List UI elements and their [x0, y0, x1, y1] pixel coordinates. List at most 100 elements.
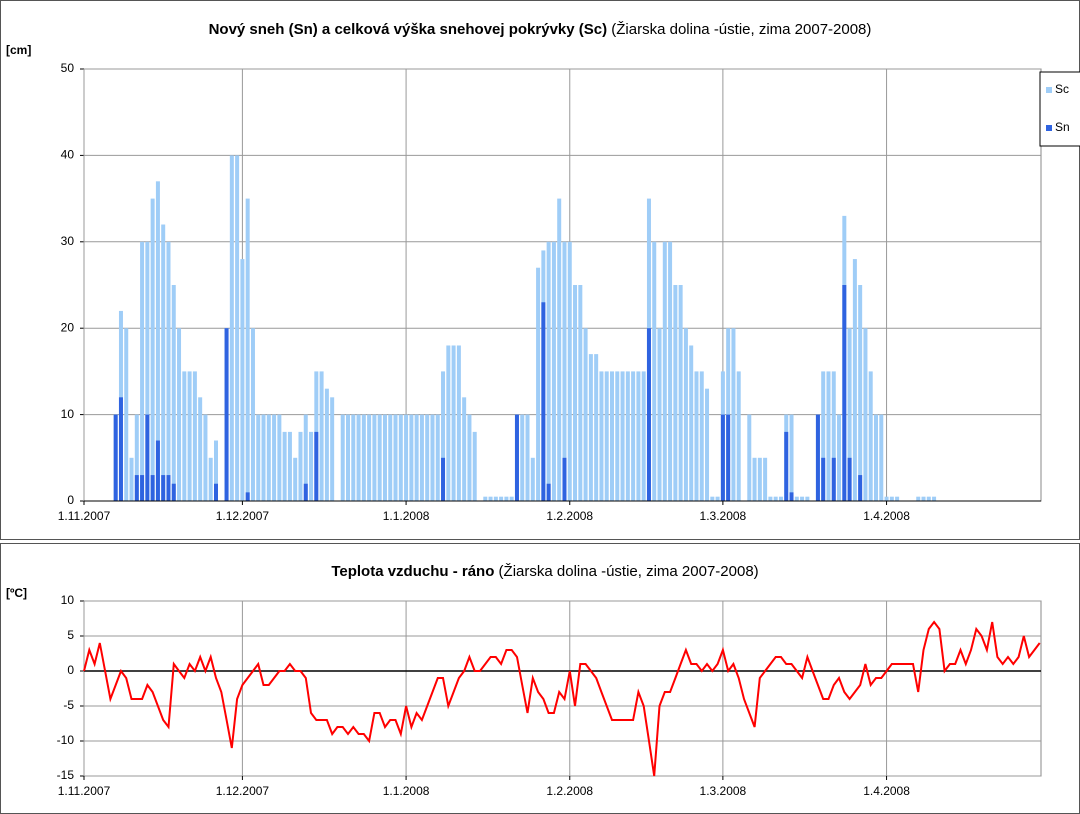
- bar: [214, 440, 218, 501]
- bar: [620, 371, 625, 501]
- y-tick-label: 0: [67, 663, 74, 677]
- legend-swatch: [1046, 125, 1052, 131]
- bar: [351, 414, 356, 501]
- bar: [393, 414, 398, 501]
- bar: [472, 431, 477, 501]
- bar: [155, 181, 160, 501]
- y-tick-label: -5: [63, 698, 74, 712]
- bar: [652, 241, 657, 502]
- y-axis-label: [cm]: [6, 43, 31, 57]
- bar: [129, 457, 134, 501]
- y-tick-label: 40: [61, 148, 75, 162]
- bar: [646, 328, 651, 501]
- bar: [171, 285, 176, 501]
- bar: [720, 414, 725, 501]
- bar: [573, 285, 578, 501]
- y-tick-label: 10: [61, 593, 75, 607]
- bar: [784, 431, 789, 501]
- bar: [631, 371, 636, 501]
- bar: [768, 496, 773, 501]
- x-tick-label: 1.3.2008: [700, 509, 747, 523]
- bar: [879, 414, 884, 501]
- bar: [367, 414, 372, 501]
- bar: [895, 496, 900, 501]
- bar: [599, 371, 604, 501]
- bar: [303, 483, 308, 501]
- bar: [689, 345, 694, 501]
- title-main: Teplota vzduchu - ráno: [331, 563, 494, 580]
- bar: [636, 371, 641, 501]
- bar: [245, 198, 250, 501]
- bar: [520, 414, 525, 501]
- bar: [641, 371, 646, 501]
- bar: [145, 241, 150, 502]
- bar: [847, 457, 852, 501]
- bar: [868, 371, 873, 501]
- bar: [208, 457, 213, 501]
- bar: [678, 285, 683, 501]
- bar: [789, 414, 794, 501]
- bar: [715, 496, 720, 501]
- bar: [826, 371, 831, 501]
- bar: [150, 475, 155, 501]
- bar: [161, 475, 166, 501]
- bar: [794, 496, 799, 501]
- bar: [382, 414, 387, 501]
- bar: [567, 241, 572, 502]
- bar: [821, 457, 826, 501]
- bar: [451, 345, 456, 501]
- bar: [483, 496, 488, 501]
- bar: [541, 302, 546, 501]
- bar: [245, 492, 250, 501]
- bar: [562, 457, 567, 501]
- bar: [177, 328, 182, 501]
- bar: [562, 241, 567, 502]
- x-tick-label: 1.12.2007: [216, 509, 270, 523]
- bar: [145, 414, 150, 501]
- bar: [694, 371, 699, 501]
- bar: [932, 496, 937, 501]
- bar: [546, 483, 551, 501]
- bar: [287, 431, 292, 501]
- legend-label: Sc: [1055, 82, 1069, 96]
- bar: [578, 285, 583, 501]
- bar: [916, 496, 921, 501]
- legend-label: Sn: [1055, 120, 1070, 134]
- bar: [166, 475, 171, 501]
- bar: [293, 457, 298, 501]
- bar: [192, 371, 197, 501]
- bar: [736, 371, 741, 501]
- bar: [673, 285, 678, 501]
- bar: [926, 496, 931, 501]
- title-main: Nový sneh (Sn) a celková výška snehovej …: [209, 21, 608, 38]
- bar: [356, 414, 361, 501]
- plot-area: [83, 600, 1042, 777]
- y-axis-label: [ºC]: [6, 586, 27, 600]
- bar: [398, 414, 403, 501]
- bar: [134, 414, 139, 501]
- bar: [124, 328, 129, 501]
- bar: [462, 397, 467, 501]
- bar: [113, 414, 118, 501]
- bar: [837, 414, 842, 501]
- bar: [388, 414, 393, 501]
- bar: [161, 224, 166, 501]
- bar: [889, 496, 894, 501]
- bar: [530, 457, 535, 501]
- bar: [583, 328, 588, 501]
- x-tick-label: 1.2.2008: [546, 509, 593, 523]
- x-tick-label: 1.12.2007: [216, 784, 270, 798]
- bar: [874, 414, 878, 501]
- bar: [377, 414, 382, 501]
- y-tick-label: 10: [61, 407, 75, 421]
- bar: [821, 371, 826, 501]
- bar: [198, 397, 203, 501]
- bar: [757, 457, 762, 501]
- bar: [261, 414, 266, 501]
- title-note: (Žiarska dolina -ústie, zima 2007-2008): [607, 21, 871, 38]
- chart-title: Nový sneh (Sn) a celková výška snehovej …: [209, 21, 872, 38]
- bar: [921, 496, 926, 501]
- bar: [557, 198, 562, 501]
- bar: [752, 457, 757, 501]
